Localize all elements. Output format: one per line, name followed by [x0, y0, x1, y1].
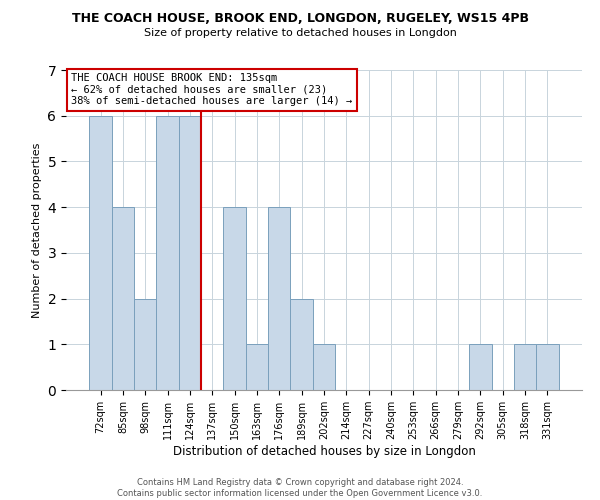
Bar	[268, 207, 290, 390]
Bar	[134, 298, 157, 390]
Text: Contains HM Land Registry data © Crown copyright and database right 2024.
Contai: Contains HM Land Registry data © Crown c…	[118, 478, 482, 498]
Bar	[157, 116, 179, 390]
Bar	[223, 207, 246, 390]
Text: Size of property relative to detached houses in Longdon: Size of property relative to detached ho…	[143, 28, 457, 38]
Bar	[179, 116, 201, 390]
Bar	[536, 344, 559, 390]
Bar	[469, 344, 491, 390]
Bar	[514, 344, 536, 390]
Text: THE COACH HOUSE, BROOK END, LONGDON, RUGELEY, WS15 4PB: THE COACH HOUSE, BROOK END, LONGDON, RUG…	[71, 12, 529, 26]
Bar	[89, 116, 112, 390]
Bar	[290, 298, 313, 390]
Bar	[246, 344, 268, 390]
Y-axis label: Number of detached properties: Number of detached properties	[32, 142, 42, 318]
Bar	[112, 207, 134, 390]
X-axis label: Distribution of detached houses by size in Longdon: Distribution of detached houses by size …	[173, 445, 475, 458]
Bar	[313, 344, 335, 390]
Text: THE COACH HOUSE BROOK END: 135sqm
← 62% of detached houses are smaller (23)
38% : THE COACH HOUSE BROOK END: 135sqm ← 62% …	[71, 73, 352, 106]
